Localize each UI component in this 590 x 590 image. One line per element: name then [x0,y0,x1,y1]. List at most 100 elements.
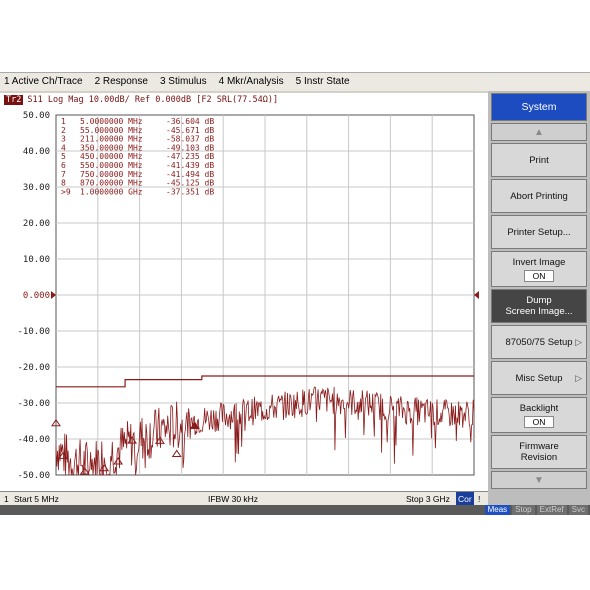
y-tick-label: 50.00 [23,111,50,121]
y-tick-label: 20.00 [23,219,50,229]
marker-6-icon[interactable] [127,436,137,444]
print-label: Print [529,154,549,166]
menu-mkr-analysis[interactable]: 4 Mkr/Analysis [218,76,284,87]
y-tick-label: -50.00 [17,471,50,481]
marker-table-value: -49.103 dB [166,143,214,152]
backlight-toggle[interactable]: Backlight ON [491,397,587,433]
abort-printing-label: Abort Printing [510,190,568,202]
menu-response[interactable]: 2 Response [94,76,148,87]
menu-stimulus[interactable]: 3 Stimulus [159,76,207,87]
marker-table-value: -36.604 dB [166,117,214,126]
abort-printing-button[interactable]: Abort Printing [491,179,587,213]
marker-table-num: >9 [61,187,71,196]
marker-table-freq: 1.0000000 GHz [80,187,143,196]
channel-indicator: 1 [4,494,9,504]
dump-screen-image-button[interactable]: Dump Screen Image... [491,289,587,323]
marker-9-icon[interactable] [189,421,200,429]
system-title: System [521,101,557,113]
y-tick-label: 10.00 [23,255,50,265]
chevron-down-icon: ▼ [534,474,544,486]
marker-1-icon[interactable] [51,418,61,427]
misc-setup-button[interactable]: Misc Setup ▷ [491,361,587,395]
dump-label: Dump [526,295,552,306]
87050-setup-button[interactable]: 87050/75 Setup ▷ [491,325,587,359]
menu-bar: 1 Active Ch/Trace 2 Response 3 Stimulus … [0,73,590,91]
trace-header: Tr2 S11 Log Mag 10.00dB/ Ref 0.000dB [F2 … [4,95,278,107]
invert-image-label: Invert Image [512,256,566,268]
marker-table-freq: 550.00000 MHz [80,161,143,170]
firmware-label: Firmware [519,441,559,452]
y-tick-label: 30.00 [23,183,50,193]
invert-image-toggle[interactable]: Invert Image ON [491,251,587,287]
y-tick-label: 40.00 [23,147,50,157]
trace-line [55,386,475,476]
status-bar: 1 Start 5 MHz IFBW 30 kHz Stop 3 GHz Cor… [0,491,488,506]
marker-table-freq: 5.0000000 MHz [80,117,143,126]
ref-level-right-arrow-icon [474,291,479,299]
printer-setup-label: Printer Setup... [507,226,571,238]
y-tick-label: 0.000 [23,291,50,301]
start-frequency[interactable]: Start 5 MHz [14,494,59,504]
marker-7-icon[interactable] [155,436,165,444]
print-button[interactable]: Print [491,143,587,177]
marker-table-num: 3 [61,135,66,144]
marker-4-icon[interactable] [99,463,110,472]
misc-setup-label: Misc Setup [515,372,563,384]
stop-frequency[interactable]: Stop 3 GHz [406,494,450,504]
marker-table-value: -37.351 dB [166,187,214,196]
marker-table-num: 7 [61,170,66,179]
limit-line [56,375,474,388]
softkey-title-system: System [491,93,587,121]
marker-table-num: 1 [61,117,66,126]
menu-active-ch-trace[interactable]: 1 Active Ch/Trace [4,76,83,87]
trace-box[interactable]: Tr2 [4,95,24,105]
softkey-panel: System ▲ Print Abort Printing Printer Se… [488,91,590,505]
ref-level-left-arrow-icon [51,291,56,299]
status-warning: ! [478,494,481,504]
chevron-up-icon: ▲ [534,126,544,138]
menu-instr-state[interactable]: 5 Instr State [295,76,350,87]
trace-chart: 50.00 40.00 30.00 20.00 10.00 0.000 -10.00 -20.… [17,111,479,481]
marker-table-freq: 450.00000 MHz [80,152,143,161]
marker-table-freq: 870.00000 MHz [80,179,143,188]
plot-area[interactable]: 50.00 40.00 30.00 20.00 10.00 0.000 -10.00 -20.… [0,93,488,491]
marker-3-icon[interactable] [79,467,90,475]
tab-stop[interactable]: Stop [512,505,535,515]
scroll-down-button[interactable]: ▼ [491,471,587,489]
marker-5-icon[interactable] [113,457,124,465]
backlight-label: Backlight [519,402,559,414]
marker-table-value: -45.125 dB [166,179,214,188]
marker-table-num: 5 [61,152,66,161]
bottom-bar: Meas Stop ExtRef Svc [0,505,590,515]
trace-header-text: S11 Log Mag 10.00dB/ Ref 0.000dB [F2 SRL… [27,95,279,105]
scroll-up-button[interactable]: ▲ [491,123,587,141]
y-tick-label: -20.00 [17,363,50,373]
y-tick-label: -30.00 [17,399,50,409]
submenu-arrow-icon: ▷ [575,336,582,347]
marker-8-icon[interactable] [171,449,182,457]
marker-table-value: -45.671 dB [166,126,214,135]
marker-table-num: 6 [61,161,66,170]
marker-table-num: 8 [61,179,66,188]
analyzer-screen: 1 Active Ch/Trace 2 Response 3 Stimulus … [0,72,590,515]
y-tick-label: -10.00 [17,327,50,337]
marker-table-freq: 350.00000 MHz [80,143,143,152]
ifbw[interactable]: IFBW 30 kHz [208,494,259,504]
87050-setup-label: 87050/75 Setup [505,336,573,348]
screen-image-label: Screen Image... [505,306,573,317]
marker-2-icon[interactable] [58,451,68,459]
firmware-revision-button[interactable]: Firmware Revision [491,435,587,469]
printer-setup-button[interactable]: Printer Setup... [491,215,587,249]
marker-table-value: -41.494 dB [166,170,214,179]
tab-meas[interactable]: Meas [484,505,511,515]
tab-extref[interactable]: ExtRef [536,505,567,515]
marker-table-num: 2 [61,126,66,135]
marker-table-freq: 55.000000 MHz [80,126,143,135]
revision-label: Revision [520,452,558,463]
y-tick-label: -40.00 [17,435,50,445]
marker-table-freq: 211.00000 MHz [80,135,143,144]
invert-image-value: ON [523,269,555,282]
tab-svc[interactable]: Svc [568,505,588,515]
correction-badge: Cor [456,492,474,506]
marker-table-value: -41.439 dB [166,161,214,170]
